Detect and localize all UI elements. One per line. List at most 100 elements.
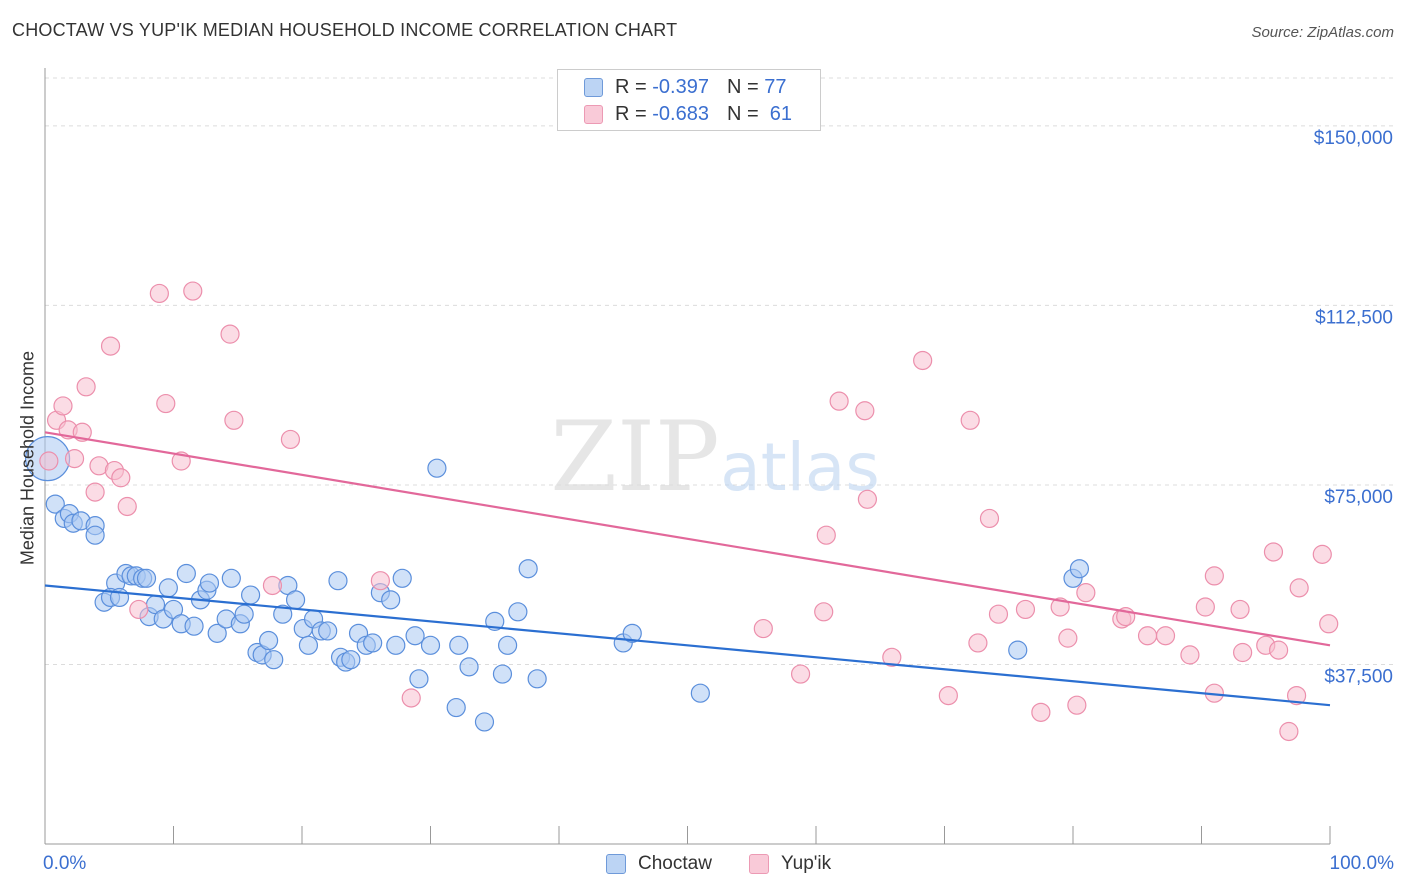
choctaw-point bbox=[449, 635, 469, 655]
axis-layer bbox=[44, 68, 1331, 845]
bottom-legend-yupik: Yup'ik bbox=[749, 851, 831, 877]
choctaw-point bbox=[474, 712, 495, 732]
yupik-point bbox=[753, 618, 773, 639]
yupik-point bbox=[1204, 566, 1224, 586]
yupik-point bbox=[1286, 685, 1307, 706]
yupik-point bbox=[117, 496, 137, 517]
yupik-point bbox=[1279, 721, 1299, 742]
choctaw-point bbox=[459, 657, 479, 677]
choctaw-point bbox=[285, 590, 306, 610]
choctaw-point bbox=[207, 623, 227, 643]
legend-choctaw-r: -0.397 bbox=[652, 75, 709, 98]
yupik-point bbox=[938, 685, 958, 706]
legend-r-label: R = bbox=[615, 75, 647, 98]
yupik-legend-swatch bbox=[749, 854, 769, 874]
yupik-point bbox=[370, 571, 390, 591]
choctaw-point bbox=[273, 604, 293, 624]
y-tick-label: $112,500 bbox=[1315, 307, 1393, 328]
watermark-atlas: atlas bbox=[720, 429, 880, 506]
yupik-legend-label: Yup'ik bbox=[781, 853, 832, 874]
yupik-point bbox=[1050, 597, 1070, 617]
yupik-point bbox=[53, 396, 73, 416]
choctaw-point bbox=[527, 669, 547, 689]
y-tick-label: $37,500 bbox=[1324, 666, 1393, 687]
choctaw-point bbox=[427, 458, 447, 478]
choctaw-point bbox=[258, 630, 279, 651]
y-tick-label: $150,000 bbox=[1314, 128, 1393, 149]
choctaw-point bbox=[264, 650, 284, 670]
choctaw-point bbox=[221, 568, 241, 588]
yupik-point bbox=[183, 281, 203, 301]
y-tick-label: $75,000 bbox=[1324, 487, 1393, 508]
yupik-point bbox=[76, 377, 96, 397]
yupik-swatch bbox=[584, 104, 603, 124]
choctaw-point bbox=[622, 623, 642, 643]
choctaw-point bbox=[158, 578, 178, 598]
yupik-point bbox=[1015, 599, 1036, 620]
yupik-point bbox=[262, 575, 283, 596]
yupik-point bbox=[1233, 642, 1253, 663]
legend-n-label: N = bbox=[726, 75, 759, 98]
yupik-point bbox=[814, 602, 834, 622]
legend-yupik-r: -0.683 bbox=[652, 102, 709, 125]
legend-r-label: R = bbox=[615, 102, 647, 125]
watermark-zip: ZIP bbox=[550, 401, 719, 513]
choctaw-point bbox=[199, 573, 220, 593]
yupik-point bbox=[280, 429, 301, 450]
yupik-point bbox=[882, 647, 902, 667]
yupik-point bbox=[1268, 640, 1289, 660]
yupik-point bbox=[1137, 626, 1158, 646]
yupik-point bbox=[156, 393, 176, 414]
choctaw-point bbox=[298, 635, 319, 655]
choctaw-point bbox=[1008, 640, 1028, 660]
choctaw-legend-swatch bbox=[606, 854, 626, 874]
choctaw-point bbox=[409, 669, 429, 689]
choctaw-point bbox=[498, 635, 518, 655]
choctaw-point bbox=[85, 525, 105, 545]
yupik-point bbox=[988, 604, 1009, 624]
yupik-point bbox=[857, 489, 878, 509]
choctaw-point bbox=[508, 602, 528, 622]
choctaw-point bbox=[446, 697, 466, 718]
yupik-point bbox=[968, 633, 988, 653]
yupik-point bbox=[1289, 578, 1309, 598]
choctaw-point bbox=[1069, 559, 1090, 579]
legend-choctaw-n: 77 bbox=[764, 75, 787, 98]
yupik-point bbox=[39, 451, 59, 471]
yupik-point bbox=[220, 324, 240, 344]
choctaw-point bbox=[392, 568, 412, 588]
choctaw-point bbox=[234, 604, 254, 624]
yupik-point bbox=[1230, 599, 1250, 620]
yupik-point bbox=[1076, 583, 1096, 603]
choctaw-point bbox=[318, 621, 338, 641]
yupik-point bbox=[829, 391, 849, 411]
yupik-point bbox=[1058, 628, 1078, 648]
yupik-point bbox=[1067, 695, 1087, 715]
yupik-point bbox=[129, 599, 149, 620]
yupik-point bbox=[1312, 544, 1332, 564]
yupik-point bbox=[790, 664, 811, 684]
legend-row-yupik: R = -0.683 N = 61 bbox=[584, 101, 792, 127]
yupik-point bbox=[111, 468, 131, 488]
choctaw-point bbox=[386, 635, 406, 655]
yupik-point bbox=[913, 350, 933, 371]
choctaw-point bbox=[405, 626, 425, 646]
choctaw-point bbox=[328, 571, 348, 591]
yupik-point bbox=[816, 525, 836, 545]
choctaw-point bbox=[690, 683, 710, 703]
yupik-trend-line bbox=[44, 431, 1331, 647]
choctaw-point bbox=[518, 559, 538, 579]
choctaw-point bbox=[241, 585, 261, 605]
yupik-point bbox=[1195, 597, 1215, 617]
choctaw-point bbox=[381, 590, 401, 610]
yupik-point bbox=[1155, 626, 1176, 646]
yupik-point bbox=[224, 410, 244, 430]
watermark: ZIP atlas bbox=[550, 401, 879, 513]
yupik-point bbox=[100, 336, 121, 356]
tick-labels: $37,500 $75,000 $112,500 $150,000 0.0% 100.0% bbox=[43, 128, 1394, 874]
yupik-point bbox=[149, 283, 169, 304]
choctaw-point bbox=[341, 650, 361, 670]
yupik-point bbox=[1031, 702, 1051, 722]
yupik-point bbox=[85, 482, 105, 502]
yupik-point bbox=[1319, 614, 1339, 634]
